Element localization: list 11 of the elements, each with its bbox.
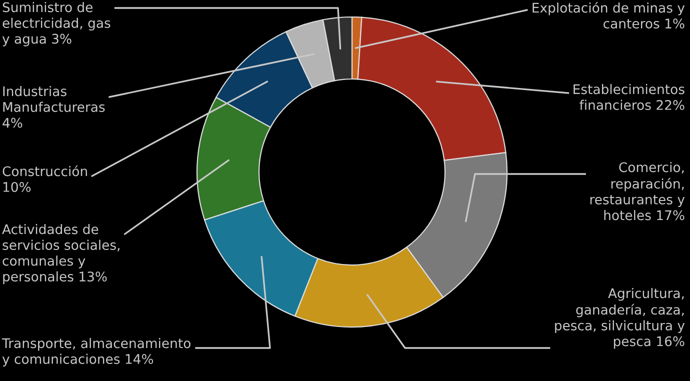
data-label: 4% <box>2 118 22 128</box>
data-label: 10% <box>3 182 31 192</box>
slice-label: Transporte, almacenamiento y comunicaciones 14% <box>2 338 190 367</box>
slice-label: Construcción <box>2 165 87 176</box>
slice-label: Industrias Manufactureras <box>3 86 105 112</box>
slice-label: Establecimientos financieros 22% <box>574 84 684 110</box>
slice-label: Actividades de servicios sociales, comunales y personales 13% <box>2 224 120 284</box>
slice-label: Agricultura, ganadería, caza, pesca, silvicultura y pesca 16% <box>555 288 685 349</box>
slice-label: Comercio, reparación, restaurantes y hoteles 17% <box>590 162 685 220</box>
slice-label: Explotación de minas y canteros 1% <box>532 2 685 29</box>
slice-label: Suministro de electricidad, gas y agua 3% <box>2 2 110 46</box>
